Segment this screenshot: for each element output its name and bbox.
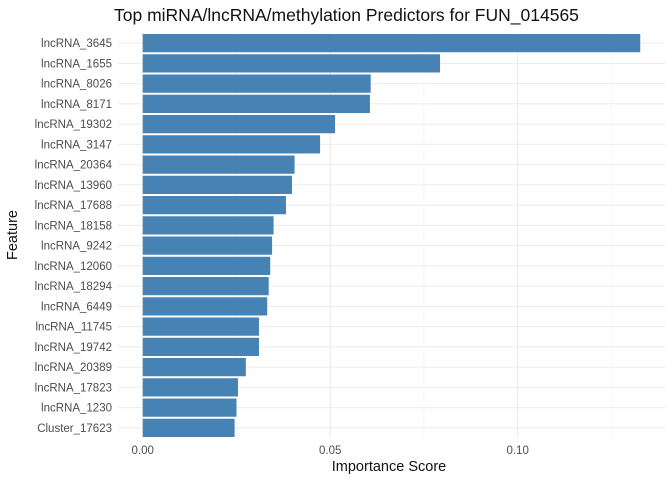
grid-lines bbox=[118, 33, 665, 438]
bar bbox=[142, 277, 269, 296]
y-tick-labels: lncRNA_3645 lncRNA_1655 lncRNA_8026 lncRNA_… bbox=[35, 38, 113, 435]
y-tick-label: lncRNA_19302 bbox=[35, 119, 112, 131]
y-tick-label: lncRNA_19742 bbox=[35, 342, 112, 354]
bars bbox=[142, 34, 641, 437]
y-tick-label: lncRNA_6449 bbox=[41, 301, 112, 313]
bar bbox=[142, 54, 441, 73]
y-tick-label: lncRNA_20364 bbox=[35, 160, 113, 172]
bar bbox=[142, 115, 336, 134]
bar bbox=[142, 34, 641, 53]
y-tick-label: lncRNA_17688 bbox=[35, 200, 112, 212]
y-tick-label: lncRNA_11745 bbox=[35, 322, 112, 334]
y-tick-label: lncRNA_18158 bbox=[35, 220, 112, 232]
y-tick-label: lncRNA_8171 bbox=[41, 99, 112, 111]
bar bbox=[142, 236, 273, 255]
x-tick-label: 0.05 bbox=[319, 445, 341, 457]
bar bbox=[142, 155, 295, 174]
y-tick-label: lncRNA_3147 bbox=[41, 139, 112, 151]
y-tick-label: lncRNA_13960 bbox=[35, 180, 112, 192]
x-tick-label: 0.10 bbox=[506, 445, 528, 457]
y-tick-label: lncRNA_1230 bbox=[41, 403, 112, 415]
bar bbox=[142, 317, 259, 336]
bar bbox=[142, 135, 321, 154]
y-tick-label: Cluster_17623 bbox=[37, 423, 112, 435]
bar bbox=[142, 74, 371, 93]
bar bbox=[142, 398, 237, 417]
x-axis-title: Importance Score bbox=[332, 459, 446, 475]
bar bbox=[142, 358, 246, 377]
y-tick-label: lncRNA_12060 bbox=[35, 261, 112, 273]
bar bbox=[142, 94, 370, 113]
y-tick-label: lncRNA_3645 bbox=[41, 38, 112, 50]
bar bbox=[142, 297, 268, 316]
y-tick-label: lncRNA_17823 bbox=[35, 382, 112, 394]
y-tick-label: lncRNA_8026 bbox=[41, 79, 112, 91]
bar bbox=[142, 418, 235, 437]
y-tick-label: lncRNA_1655 bbox=[41, 58, 112, 70]
chart-title: Top miRNA/lncRNA/methylation Predictors … bbox=[114, 5, 579, 26]
bar bbox=[142, 175, 292, 194]
y-tick-label: lncRNA_20389 bbox=[35, 362, 112, 374]
y-axis-title: Feature bbox=[5, 210, 21, 260]
bar bbox=[142, 256, 271, 275]
y-tick-label: lncRNA_9242 bbox=[41, 241, 112, 253]
bar bbox=[142, 216, 274, 235]
bar bbox=[142, 337, 259, 356]
x-tick-labels: 0.00 0.05 0.10 bbox=[132, 445, 529, 457]
y-tick-label: lncRNA_18294 bbox=[35, 281, 113, 293]
bar bbox=[142, 196, 286, 215]
x-tick-label: 0.00 bbox=[132, 445, 154, 457]
bar bbox=[142, 378, 238, 397]
